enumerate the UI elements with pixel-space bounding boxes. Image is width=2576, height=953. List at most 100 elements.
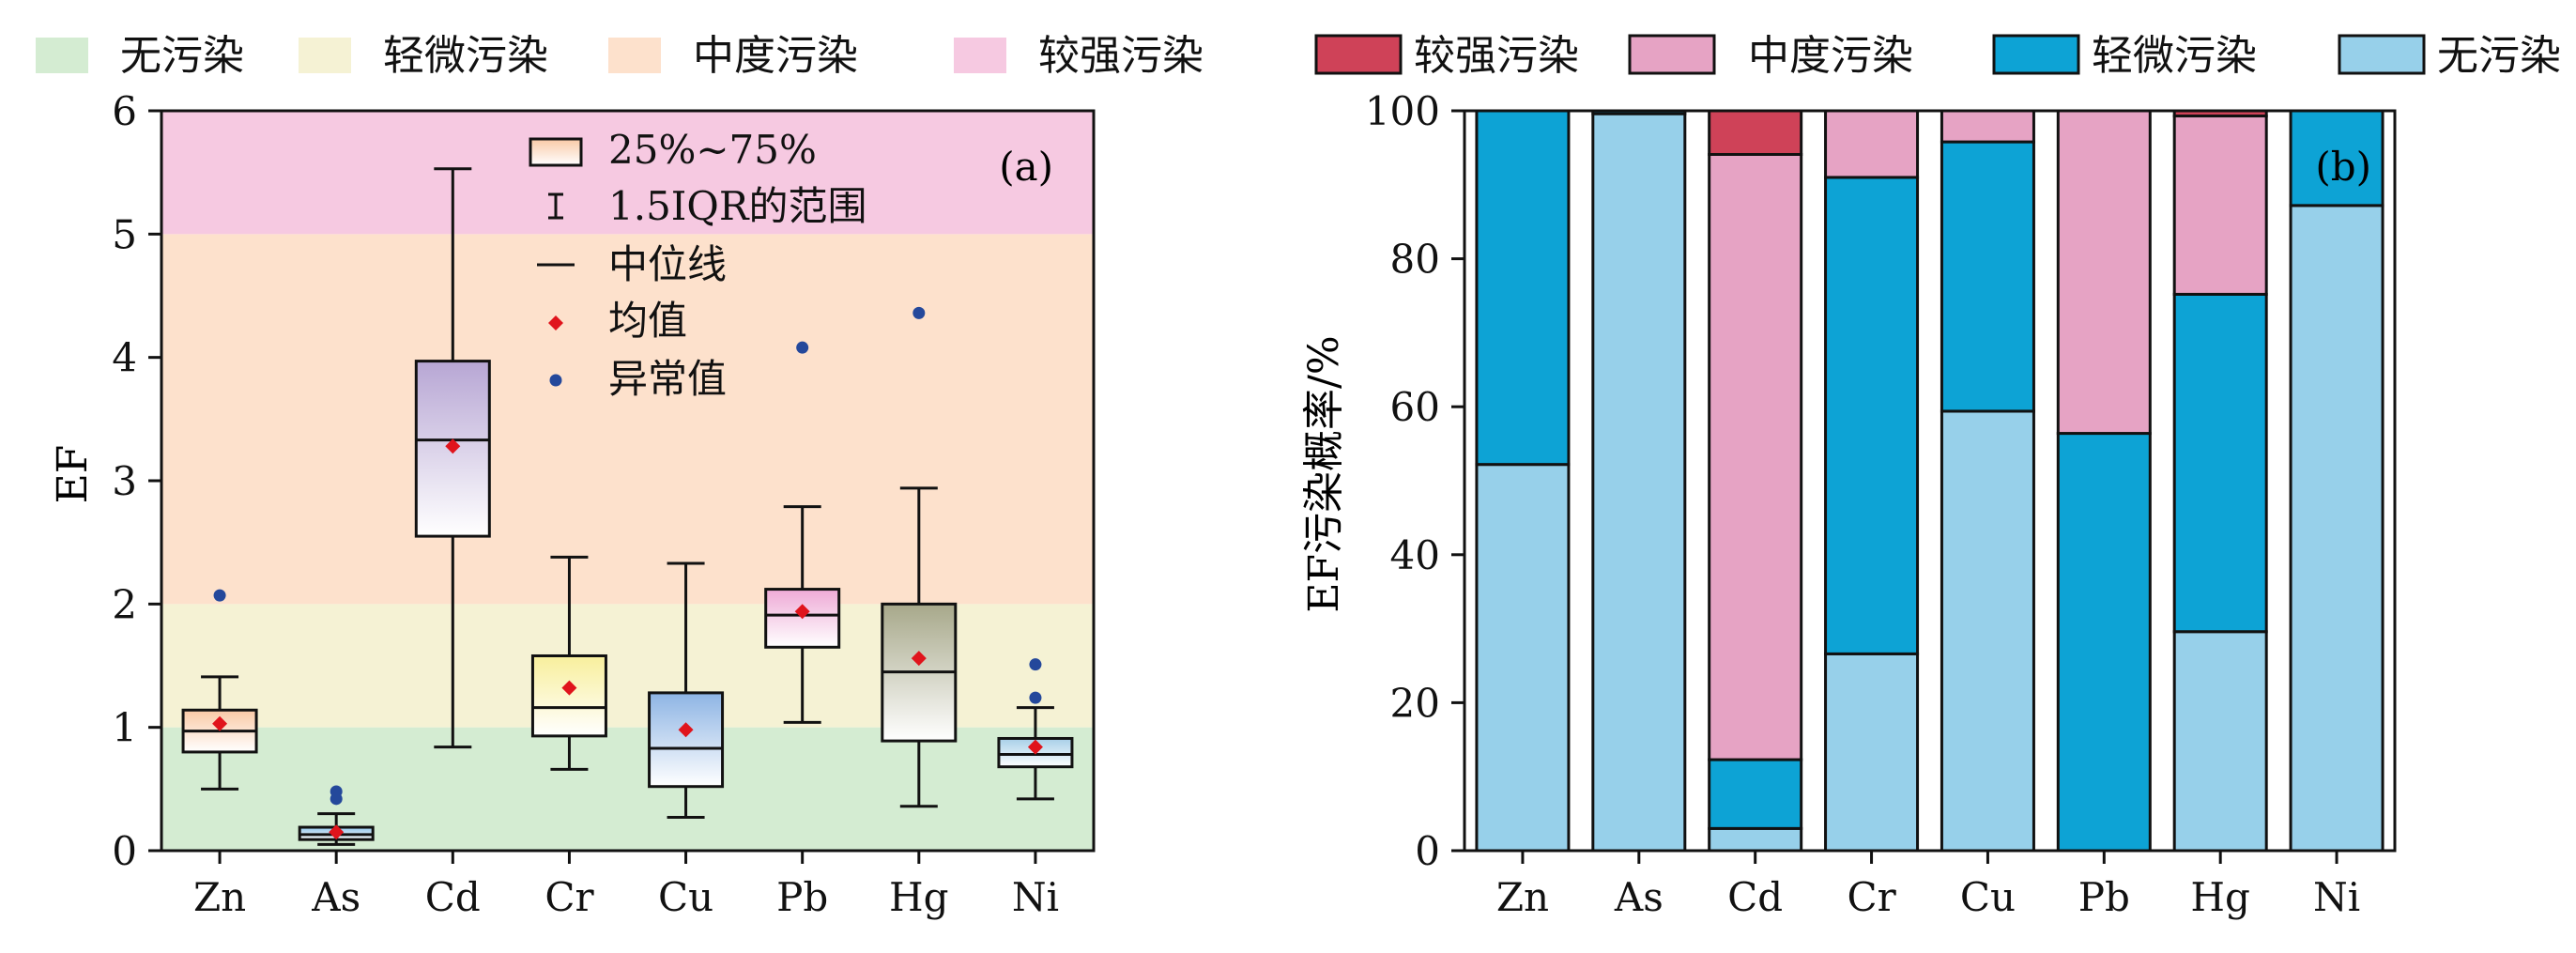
legend-mean-label: 均值 xyxy=(608,298,687,344)
bar-segment xyxy=(1708,758,1803,830)
legend-swatch xyxy=(1314,34,1403,75)
stacked-bars xyxy=(1475,109,2384,853)
boxplot-pb xyxy=(764,341,841,724)
x-tick-label: As xyxy=(311,874,360,920)
y-axis-label-a: EF xyxy=(49,445,97,504)
y-tick-label: 80 xyxy=(1390,237,1440,283)
stacked-bar-panel: 0 20 40 60 80 100 Zn As Cd Cr Cu Pb Hg Ni (b) EF污染概率/… xyxy=(1300,88,2397,920)
bar-segment xyxy=(1708,152,1803,761)
legend-label: 较强污染 xyxy=(1414,32,1579,80)
x-tick-label: As xyxy=(1614,874,1664,920)
mean-marker xyxy=(678,722,694,738)
legend-outlier-label: 异常值 xyxy=(608,356,727,402)
y-tick-label: 4 xyxy=(112,335,137,381)
iqr-box xyxy=(648,691,725,789)
outlier-point xyxy=(796,341,809,354)
bar-stack-zn xyxy=(1475,109,1571,853)
boxplot-cu xyxy=(648,561,725,820)
bar-segment xyxy=(2289,204,2384,853)
mean-marker xyxy=(911,651,927,667)
band-2 xyxy=(161,234,1094,605)
x-tick-label: Cr xyxy=(1847,874,1896,920)
bar-stack-hg xyxy=(2172,109,2268,853)
mean-marker xyxy=(212,715,228,731)
bar-segment xyxy=(2172,630,2268,853)
x-tick-label: Hg xyxy=(889,874,949,920)
bar-segment xyxy=(2172,292,2268,634)
plot-frame xyxy=(1463,109,2397,853)
legend-box-swatch xyxy=(529,137,583,167)
y-tick-label: 60 xyxy=(1390,384,1440,430)
x-tick-label: Cu xyxy=(658,874,713,920)
x-tick-label: Ni xyxy=(1012,874,1059,920)
x-tick-label: Cd xyxy=(1727,874,1783,920)
boxplot-as xyxy=(298,785,375,846)
legend-swatch xyxy=(299,38,351,73)
legend-swatch xyxy=(954,38,1006,73)
mean-marker xyxy=(794,604,810,620)
y-tick-label: 100 xyxy=(1365,88,1440,134)
bar-segment xyxy=(1591,112,1687,853)
outlier-point xyxy=(1029,658,1042,671)
bar-segment xyxy=(2172,115,2268,296)
y-axis-label-b: EF污染概率/% xyxy=(1300,335,1348,612)
x-tick-label: Zn xyxy=(1496,874,1549,920)
legend-label: 无污染 xyxy=(2437,32,2561,80)
legend-swatch xyxy=(2338,34,2426,75)
boxplot-axes: 0 1 2 3 4 5 6 Zn As Cd Cr Cu Pb Hg Ni xyxy=(112,88,1096,920)
outlier-point xyxy=(213,589,226,602)
x-tick-label: Hg xyxy=(2190,874,2250,920)
outlier-point xyxy=(1029,691,1042,704)
bar-stack-as xyxy=(1591,109,1687,853)
outlier-point xyxy=(912,306,926,319)
y-tick-label: 0 xyxy=(112,828,137,874)
panel-label-b: (b) xyxy=(2315,144,2371,190)
mean-marker xyxy=(1027,739,1043,755)
stacked-bar-axes: 0 20 40 60 80 100 Zn As Cd Cr Cu Pb Hg Ni xyxy=(1365,88,2397,920)
top-legend-bands: 无污染 轻微污染 中度污染 较强污染 xyxy=(36,32,1204,80)
bar-segment xyxy=(1824,176,1920,655)
legend-label: 无污染 xyxy=(120,32,244,80)
y-tick-label: 5 xyxy=(112,211,137,257)
legend-box-label: 25%~75% xyxy=(608,127,817,173)
legend-label: 中度污染 xyxy=(1748,32,1913,80)
bar-segment xyxy=(1708,826,1803,853)
boxplot-panel: 0 1 2 3 4 5 6 Zn As Cd Cr Cu Pb Hg Ni 25%~75% 1.5IQR的范围… xyxy=(49,88,1096,920)
bar-stack-pb xyxy=(2056,109,2152,853)
mean-marker xyxy=(445,438,461,454)
iqr-box xyxy=(530,653,607,738)
legend-label: 较强污染 xyxy=(1038,32,1204,80)
y-tick-label: 20 xyxy=(1390,680,1440,726)
bar-segment xyxy=(1940,409,2035,853)
top-legend-series: 较强污染 中度污染 轻微污染 无污染 xyxy=(1314,32,2561,80)
outlier-point xyxy=(330,785,343,798)
legend-whisker-label: 1.5IQR的范围 xyxy=(608,183,866,229)
y-tick-label: 6 xyxy=(112,88,137,134)
legend-swatch xyxy=(36,38,88,73)
bar-stack-ni xyxy=(2289,109,2384,853)
x-tick-label: Cu xyxy=(1960,874,2016,920)
bar-segment xyxy=(1824,109,1920,179)
x-tick-label: Cd xyxy=(425,874,481,920)
bar-segment xyxy=(1824,652,1920,853)
boxplot-zn xyxy=(181,589,258,791)
bar-segment xyxy=(1475,463,1571,853)
band-3 xyxy=(161,111,1094,235)
x-tick-label: Zn xyxy=(193,874,246,920)
legend-swatch xyxy=(608,38,661,73)
boxplots xyxy=(181,167,1074,846)
mean-marker xyxy=(329,824,345,840)
x-tick-label: Cr xyxy=(544,874,594,920)
boxplot-cd xyxy=(414,167,491,749)
x-tick-label: Pb xyxy=(776,874,828,920)
y-tick-label: 40 xyxy=(1390,532,1440,578)
bar-segment xyxy=(2056,432,2152,853)
bar-segment xyxy=(2056,109,2152,436)
x-tick-label: Ni xyxy=(2313,874,2360,920)
y-tick-label: 1 xyxy=(112,705,137,751)
legend-swatch xyxy=(1992,34,2080,75)
bar-segment xyxy=(1940,140,2035,413)
x-tick-label: Pb xyxy=(2078,874,2130,920)
